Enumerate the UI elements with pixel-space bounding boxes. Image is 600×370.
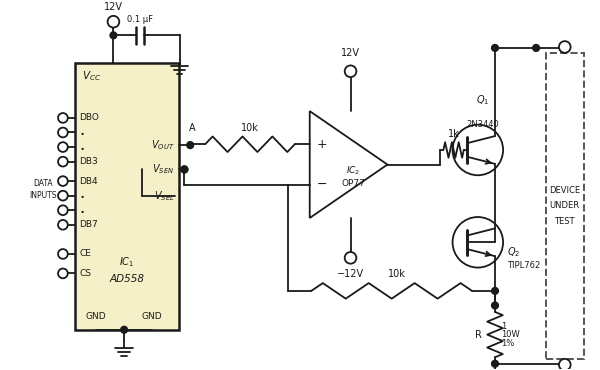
- Circle shape: [58, 142, 68, 152]
- Text: $Q_2$: $Q_2$: [507, 245, 520, 259]
- Text: DATA: DATA: [34, 179, 53, 188]
- Text: 10k: 10k: [388, 269, 406, 279]
- Text: $Q_1$: $Q_1$: [476, 93, 490, 107]
- Circle shape: [533, 44, 539, 51]
- Text: $V_{OUT}$: $V_{OUT}$: [151, 138, 175, 152]
- Text: CE: CE: [79, 249, 91, 259]
- Circle shape: [491, 360, 499, 367]
- Text: OP77: OP77: [341, 179, 365, 188]
- Circle shape: [121, 326, 128, 333]
- Text: $IC_1$: $IC_1$: [119, 255, 134, 269]
- Circle shape: [344, 252, 356, 264]
- Text: DB7: DB7: [79, 220, 98, 229]
- Text: $\bullet$: $\bullet$: [79, 206, 85, 215]
- Text: TIPL762: TIPL762: [507, 261, 540, 270]
- Text: $\bullet$: $\bullet$: [79, 142, 85, 152]
- Text: $V_{SEL}$: $V_{SEL}$: [154, 189, 175, 202]
- Text: 2N3440: 2N3440: [466, 120, 499, 129]
- Text: DEVICE: DEVICE: [549, 186, 580, 195]
- Text: GND: GND: [142, 312, 163, 321]
- Circle shape: [559, 41, 571, 53]
- Text: $V_{SEN}$: $V_{SEN}$: [152, 162, 175, 176]
- Text: UNDER: UNDER: [550, 201, 580, 211]
- Text: 0.1 µF: 0.1 µF: [127, 15, 152, 24]
- Circle shape: [110, 32, 117, 39]
- Text: DBO: DBO: [79, 114, 99, 122]
- Text: 12V: 12V: [104, 2, 123, 12]
- Circle shape: [344, 65, 356, 77]
- Text: DB4: DB4: [79, 176, 98, 186]
- Text: 1: 1: [501, 322, 506, 331]
- Text: $V_{CC}$: $V_{CC}$: [82, 69, 101, 83]
- Circle shape: [58, 220, 68, 230]
- Circle shape: [491, 287, 499, 294]
- Text: 10W: 10W: [501, 330, 520, 339]
- Text: TEST: TEST: [554, 217, 575, 226]
- Circle shape: [58, 191, 68, 201]
- Text: 1%: 1%: [501, 339, 514, 348]
- Text: 1k: 1k: [448, 129, 460, 139]
- Circle shape: [181, 166, 188, 173]
- Text: −12V: −12V: [337, 269, 364, 279]
- Circle shape: [58, 205, 68, 215]
- Text: DB3: DB3: [79, 157, 98, 166]
- Circle shape: [58, 269, 68, 278]
- Text: AD558: AD558: [109, 274, 144, 284]
- Circle shape: [181, 166, 188, 173]
- Bar: [74, 63, 179, 330]
- Circle shape: [58, 128, 68, 137]
- Circle shape: [58, 113, 68, 123]
- Circle shape: [58, 157, 68, 166]
- Text: +: +: [317, 138, 328, 151]
- Text: A: A: [189, 124, 196, 134]
- Circle shape: [491, 44, 499, 51]
- Text: $IC_2$: $IC_2$: [346, 164, 361, 176]
- Text: 10k: 10k: [241, 122, 259, 132]
- Text: $\bullet$: $\bullet$: [79, 128, 85, 137]
- Bar: [546, 53, 584, 359]
- Text: R: R: [475, 330, 481, 340]
- Circle shape: [58, 249, 68, 259]
- Circle shape: [491, 302, 499, 309]
- Circle shape: [559, 359, 571, 370]
- Text: 12V: 12V: [341, 48, 360, 58]
- Text: INPUTS: INPUTS: [30, 191, 57, 200]
- Circle shape: [107, 16, 119, 27]
- Text: GND: GND: [86, 312, 106, 321]
- Circle shape: [58, 176, 68, 186]
- Text: CS: CS: [79, 269, 91, 278]
- Text: −: −: [317, 178, 328, 191]
- Circle shape: [187, 142, 194, 148]
- Text: $\bullet$: $\bullet$: [79, 191, 85, 200]
